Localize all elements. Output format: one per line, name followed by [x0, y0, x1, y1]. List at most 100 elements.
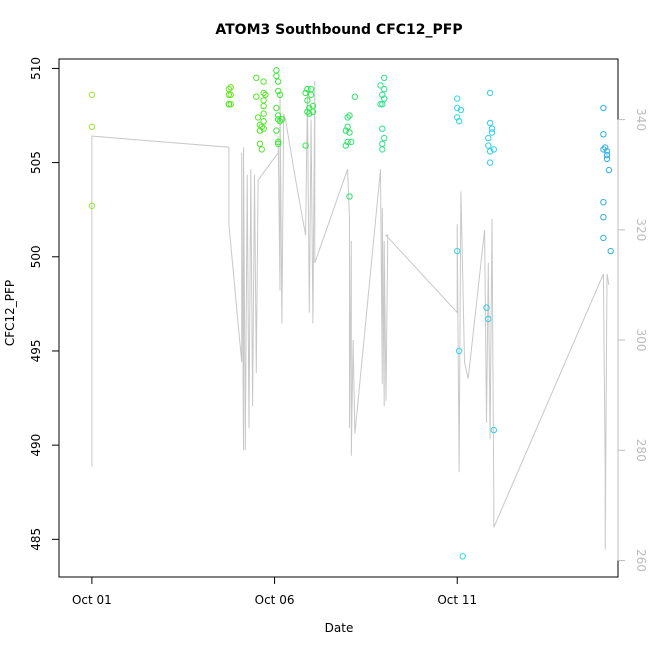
data-point	[273, 72, 280, 80]
data-point	[344, 114, 351, 121]
data-point	[454, 104, 461, 112]
y-tick-label: 510	[29, 57, 43, 80]
data-point	[258, 123, 265, 131]
data-point	[379, 125, 386, 132]
instrument-trace	[91, 80, 610, 550]
y-tick-label: 495	[29, 340, 43, 363]
data-point	[381, 134, 388, 142]
data-point	[258, 146, 265, 153]
data-point	[490, 146, 497, 153]
data-point	[260, 102, 267, 110]
data-point	[346, 193, 353, 200]
data-point	[602, 144, 609, 151]
data-point	[605, 166, 613, 174]
data-point	[379, 146, 386, 153]
data-point	[379, 101, 386, 108]
data-point	[304, 85, 311, 93]
data-point	[260, 97, 267, 104]
data-point	[488, 125, 496, 132]
data-point	[381, 85, 388, 93]
data-point	[254, 114, 262, 121]
data-point	[600, 131, 607, 138]
data-point	[273, 67, 280, 74]
x-tick-label: Oct 06	[255, 593, 295, 607]
data-point	[485, 315, 492, 323]
data-point	[260, 110, 267, 117]
data-point	[307, 91, 315, 99]
data-point	[276, 118, 284, 125]
data-point	[227, 101, 234, 108]
trace-line	[91, 80, 610, 550]
data-point	[603, 155, 611, 163]
data-point	[225, 101, 233, 108]
data-point	[454, 114, 461, 121]
plot-frame	[58, 58, 619, 578]
data-point	[485, 134, 492, 142]
data-point	[607, 247, 614, 255]
chart-title: ATOM3 Southbound CFC12_PFP	[215, 22, 462, 38]
data-point	[344, 123, 351, 131]
data-point	[379, 91, 386, 99]
data-point	[262, 91, 269, 99]
data-point	[486, 148, 494, 155]
data-point	[454, 247, 461, 255]
data-point	[454, 95, 461, 102]
data-point	[600, 199, 607, 206]
data-point	[455, 347, 463, 355]
data-point	[459, 553, 466, 560]
x-axis-label: Date	[325, 621, 354, 635]
data-point	[351, 93, 359, 100]
data-point	[381, 74, 388, 82]
data-point	[348, 138, 355, 146]
data-point	[457, 106, 465, 114]
data-point	[278, 116, 286, 123]
data-point	[379, 140, 386, 148]
data-point	[275, 140, 282, 148]
data-point	[302, 89, 309, 97]
data-point	[304, 97, 311, 104]
y2-tick-label: 260	[634, 549, 648, 572]
data-point	[377, 82, 384, 89]
x-tick-label: Oct 01	[72, 593, 112, 607]
y2-tick-label: 320	[634, 218, 648, 241]
data-point	[88, 202, 96, 210]
data-point	[273, 104, 280, 112]
data-point	[490, 426, 497, 434]
data-point	[306, 110, 313, 117]
data-point	[377, 101, 384, 108]
y-axis-left: 485 490 495 500 505 510	[29, 57, 60, 551]
data-point	[260, 78, 267, 85]
x-axis: Oct 01 Oct 06 Oct 11	[72, 576, 477, 607]
data-point	[225, 91, 233, 99]
data-point	[256, 140, 264, 148]
data-point	[488, 129, 496, 136]
y2-tick-label: 300	[634, 329, 648, 352]
data-point	[600, 214, 607, 221]
data-point	[256, 127, 264, 134]
data-point	[486, 159, 494, 166]
data-point	[600, 234, 607, 242]
y2-tick-label: 280	[634, 439, 648, 462]
data-point	[260, 89, 267, 97]
data-point	[88, 91, 96, 99]
data-point	[603, 151, 611, 159]
data-point	[227, 84, 234, 91]
y-tick-label: 485	[29, 528, 43, 551]
data-point	[275, 112, 282, 119]
data-point	[603, 148, 611, 155]
data-point	[253, 74, 260, 82]
data-point	[275, 78, 282, 85]
data-point	[309, 108, 317, 115]
data-point	[485, 142, 492, 149]
data-point	[486, 89, 494, 97]
y2-tick-label: 340	[634, 108, 648, 131]
data-point	[483, 304, 490, 311]
data-point	[260, 118, 267, 125]
data-point	[275, 87, 282, 95]
data-point	[276, 91, 284, 99]
data-point	[600, 146, 607, 153]
data-point	[307, 85, 315, 93]
data-point	[260, 125, 267, 132]
data-point	[455, 118, 463, 125]
